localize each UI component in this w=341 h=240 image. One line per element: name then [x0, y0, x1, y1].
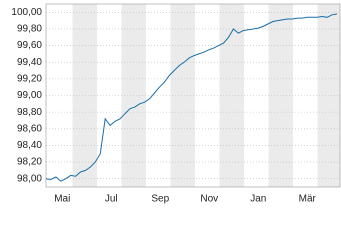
y-tick-label: 99,20: [17, 74, 42, 85]
y-tick-label: 98,40: [17, 140, 42, 151]
x-tick-label: Mär: [299, 194, 317, 205]
y-tick-label: 99,00: [17, 90, 42, 101]
y-tick-label: 99,40: [17, 57, 42, 68]
price-line: [45, 13, 338, 182]
plot-frame: [45, 3, 341, 188]
x-tick-label: Jul: [105, 194, 118, 205]
x-tick-label: Nov: [200, 194, 218, 205]
month-band: [170, 4, 195, 187]
x-tick-label: Sep: [151, 194, 169, 205]
y-tick-label: 98,80: [17, 107, 42, 118]
x-tick-label: Mai: [54, 194, 70, 205]
y-tick-label: 98,00: [17, 173, 42, 184]
y-tick-label: 98,20: [17, 157, 42, 168]
y-tick-label: 98,60: [17, 123, 42, 134]
chart: Mai Jul Sep Nov Jan Mär 98,00 98,20 98,40 98,60 98…: [11, 3, 341, 205]
y-tick-label: 99,60: [17, 40, 42, 51]
y-tick-label: 99,80: [17, 24, 42, 35]
x-tick-label: Jan: [250, 194, 266, 205]
y-tick-label: 100,00: [11, 7, 42, 18]
